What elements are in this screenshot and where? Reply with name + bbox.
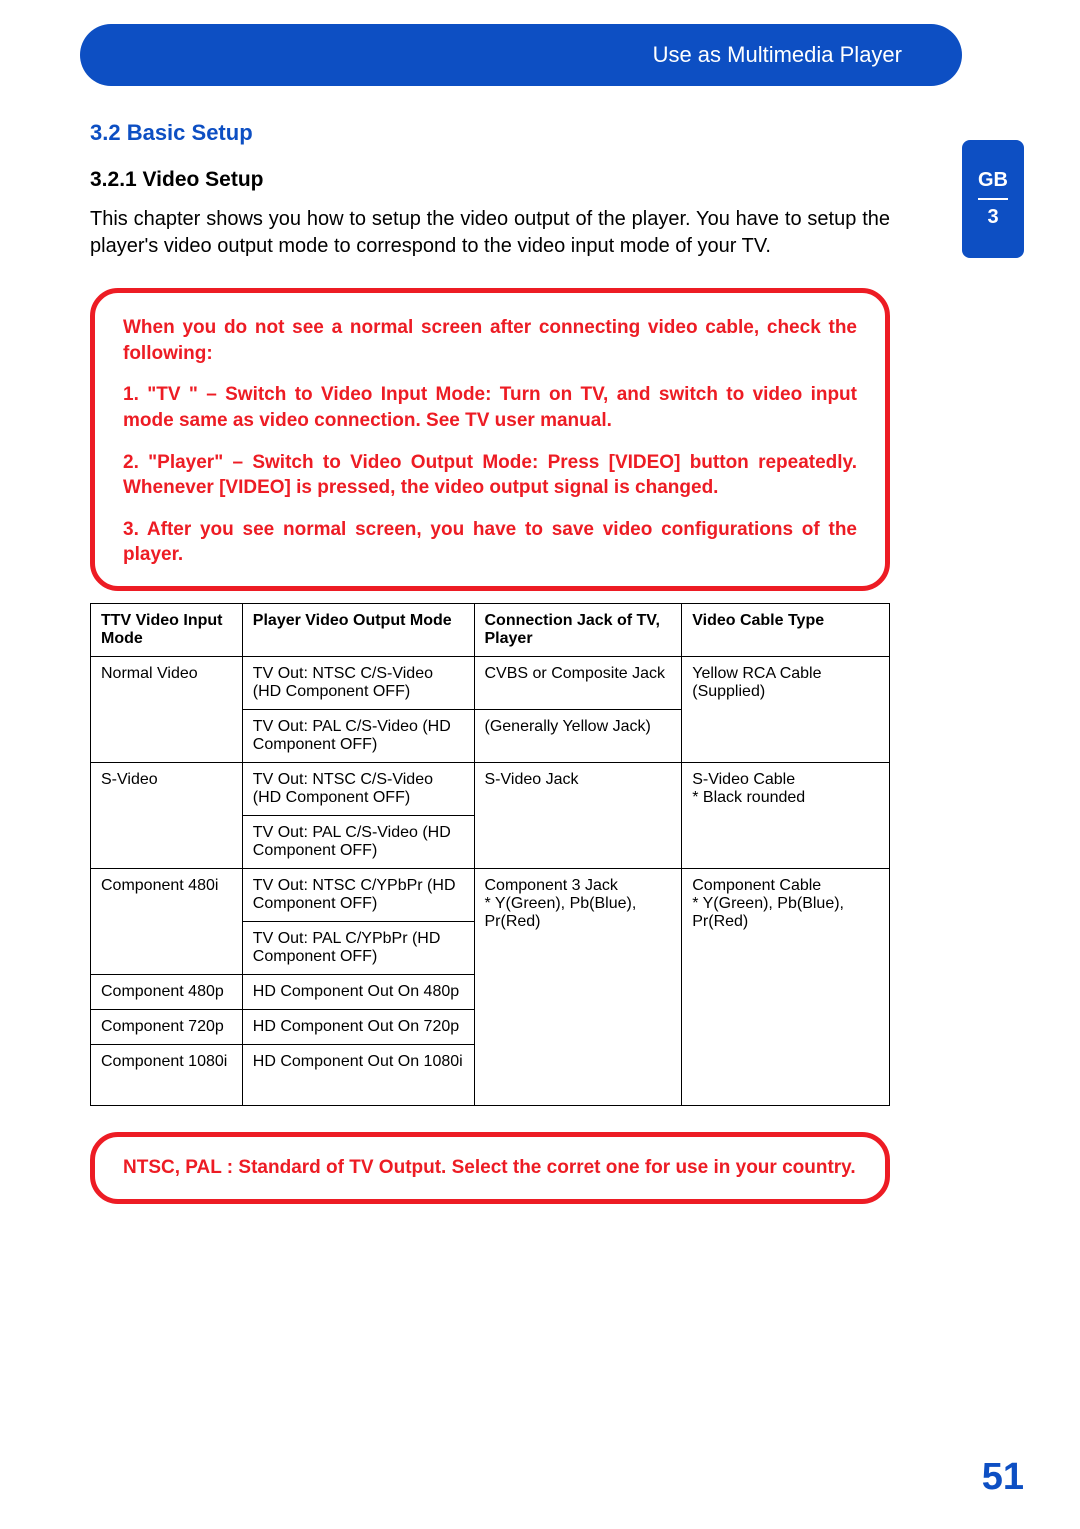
cell-connection-jack: Component 3 Jack * Y(Green), Pb(Blue), P… [474,869,682,1106]
cell-input-mode: Component 1080i [91,1045,243,1106]
cell-output-mode: HD Component Out On 1080i [242,1045,474,1106]
th-output-mode: Player Video Output Mode [242,604,474,657]
table-header-row: TTV Video Input Mode Player Video Output… [91,604,890,657]
side-tab-chapter: 3 [987,206,998,229]
side-tab-lang: GB [978,169,1008,192]
header-title: Use as Multimedia Player [653,42,902,68]
cell-output-mode: HD Component Out On 720p [242,1010,474,1045]
cell-output-mode: TV Out: NTSC C/S-Video (HD Component OFF… [242,657,474,710]
cell-input-mode: S-Video [91,763,243,869]
cell-cable-type: Yellow RCA Cable (Supplied) [682,657,890,763]
section-title: 3.2 Basic Setup [90,120,890,146]
header-bar: Use as Multimedia Player [80,24,962,86]
cell-connection-jack: S-Video Jack [474,763,682,869]
page-content: 3.2 Basic Setup 3.2.1 Video Setup This c… [90,120,890,1204]
cell-cable-type: Component Cable * Y(Green), Pb(Blue), Pr… [682,869,890,1106]
callout2-text: NTSC, PAL : Standard of TV Output. Selec… [123,1155,857,1181]
cell-connection-jack: CVBS or Composite Jack [474,657,682,710]
intro-paragraph: This chapter shows you how to setup the … [90,206,890,260]
page-number: 51 [982,1456,1024,1499]
callout-line-0: When you do not see a normal screen afte… [123,315,857,366]
th-connection-jack: Connection Jack of TV, Player [474,604,682,657]
table-row: Component 480i TV Out: NTSC C/YPbPr (HD … [91,869,890,922]
cell-input-mode: Component 720p [91,1010,243,1045]
th-input-mode: TTV Video Input Mode [91,604,243,657]
cell-input-mode: Normal Video [91,657,243,763]
callout-line-1: 1. "TV " – Switch to Video Input Mode: T… [123,382,857,433]
cell-input-mode: Component 480i [91,869,243,975]
callout-line-3: 3. After you see normal screen, you have… [123,517,857,568]
cell-connection-jack: (Generally Yellow Jack) [474,710,682,763]
video-mode-table: TTV Video Input Mode Player Video Output… [90,603,890,1106]
side-tab-divider [978,198,1008,200]
cell-cable-type: S-Video Cable * Black rounded [682,763,890,869]
table-row: Normal Video TV Out: NTSC C/S-Video (HD … [91,657,890,710]
cell-output-mode: TV Out: PAL C/YPbPr (HD Component OFF) [242,922,474,975]
table-row: S-Video TV Out: NTSC C/S-Video (HD Compo… [91,763,890,816]
cell-output-mode: TV Out: PAL C/S-Video (HD Component OFF) [242,816,474,869]
callout-troubleshooting: When you do not see a normal screen afte… [90,288,890,591]
cell-output-mode: TV Out: PAL C/S-Video (HD Component OFF) [242,710,474,763]
th-cable-type: Video Cable Type [682,604,890,657]
callout-line-2: 2. "Player" – Switch to Video Output Mod… [123,450,857,501]
cell-output-mode: TV Out: NTSC C/YPbPr (HD Component OFF) [242,869,474,922]
cell-output-mode: HD Component Out On 480p [242,975,474,1010]
cell-input-mode: Component 480p [91,975,243,1010]
subsection-title: 3.2.1 Video Setup [90,168,890,192]
side-tab: GB 3 [962,140,1024,258]
cell-output-mode: TV Out: NTSC C/S-Video (HD Component OFF… [242,763,474,816]
callout-ntsc-pal: NTSC, PAL : Standard of TV Output. Selec… [90,1132,890,1204]
